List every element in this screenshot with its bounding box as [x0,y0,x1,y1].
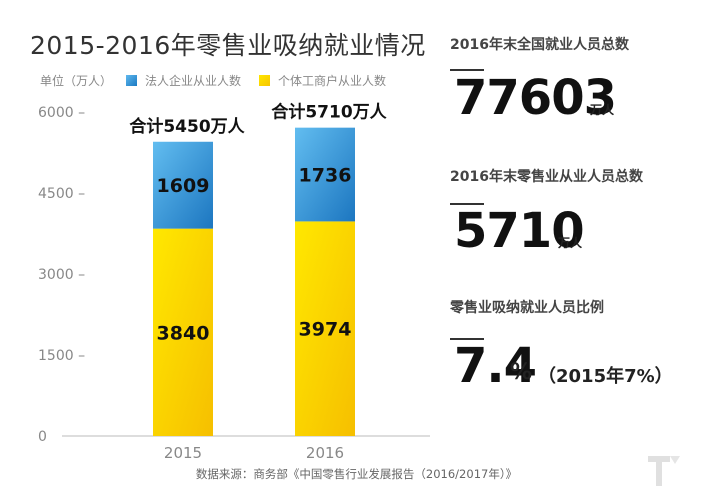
x-tick-label: 2015 [164,444,202,462]
y-tick-label: 4500 – [38,186,85,202]
bar-segment [295,221,355,436]
legend-swatch-individual [259,75,271,86]
bar-value-label: 3974 [299,319,352,341]
stat-divider [450,203,484,205]
stat-label-total-employment: 2016年末全国就业人员总数 [450,37,629,53]
stat-label-retail-ratio: 零售业吸纳就业人员比例 [450,300,604,316]
stats-panel: 2016年末全国就业人员总数 77603 万人 2016年末零售业从业人员总数 … [440,0,713,503]
legend-label-individual: 个体工商户从业人数 [278,74,387,88]
bar-segment [153,228,213,436]
chart-title: 2015-2016年零售业吸纳就业情况 [30,31,426,60]
bar-segment [295,127,355,222]
axis-layer: 0 1500 – 3000 – 4500 – 6000 – 2015 2016 [38,105,430,462]
stat-unit-retail-ratio: % [510,360,533,385]
stat-unit-retail-employment: 万人 [558,236,583,250]
bar-chart-plot: 0 1500 – 3000 – 4500 – 6000 – 2015 2016 3840 16… [38,102,430,462]
unit-label: 单位（万人） [40,74,113,88]
bar-total-label: 合计5450万人 [129,116,245,137]
source-note: 数据来源：商务部《中国零售行业发展报告（2016/2017年）》 [195,467,518,481]
x-tick-label: 2016 [306,444,344,462]
stat-note-retail-ratio: （2015年7%） [538,366,673,387]
y-tick-label: 0 [38,429,47,445]
y-tick-label: 3000 – [38,267,85,283]
bar-value-label: 3840 [157,322,210,344]
legend-swatch-enterprise [126,75,138,86]
y-tick-label: 6000 – [38,105,85,121]
stat-divider [450,338,484,340]
y-tick-label: 1500 – [38,348,85,364]
legend: 单位（万人） 法人企业从业人数 个体工商户从业人数 [40,72,386,89]
stat-label-retail-employment: 2016年末零售业从业人员总数 [450,169,643,185]
stat-value-retail-employment: 5710 [454,203,585,259]
legend-label-enterprise: 法人企业从业人数 [145,74,242,88]
bar-value-label: 1609 [157,175,210,197]
stat-value-total-employment: 77603 [454,70,617,126]
bar-value-label: 1736 [299,165,352,187]
bar-segment [153,141,213,229]
stat-unit-total-employment: 万人 [590,103,615,117]
stat-divider [450,69,484,71]
bar-total-label: 合计5710万人 [271,102,387,123]
stat-value-retail-ratio: 7.4 [454,338,537,394]
bar-layer: 3840 1609 合计5450万人 3974 1736 合计5710万人 [129,102,388,436]
yiou-watermark-logo [648,456,680,486]
